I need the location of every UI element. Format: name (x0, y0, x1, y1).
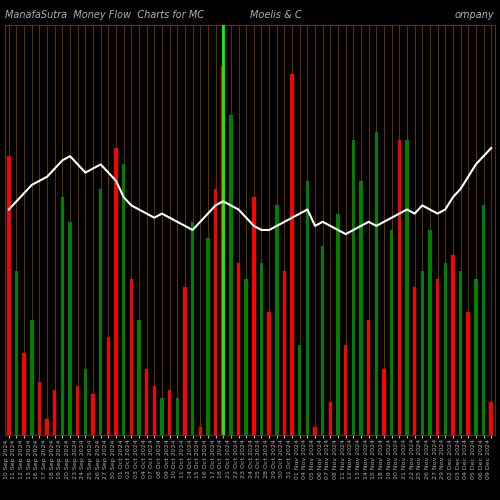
Bar (275, 206, 278, 435)
Bar (84, 370, 87, 435)
Bar (344, 345, 348, 435)
Bar (321, 246, 324, 435)
Bar (30, 320, 34, 435)
Bar (60, 197, 64, 435)
Bar (46, 418, 49, 435)
Bar (336, 214, 340, 435)
Bar (444, 263, 447, 435)
Bar (352, 140, 355, 435)
Bar (152, 386, 156, 435)
Bar (282, 271, 286, 435)
Bar (290, 74, 294, 435)
Bar (160, 398, 164, 435)
Bar (482, 206, 485, 435)
Bar (367, 320, 370, 435)
Bar (38, 382, 41, 435)
Bar (459, 271, 462, 435)
Bar (176, 398, 179, 435)
Bar (244, 279, 248, 435)
Bar (206, 238, 210, 435)
Bar (191, 222, 194, 435)
Bar (466, 312, 470, 435)
Bar (420, 271, 424, 435)
Bar (198, 427, 202, 435)
Text: ManafaSutra  Money Flow  Charts for MC: ManafaSutra Money Flow Charts for MC (5, 10, 204, 20)
Bar (15, 271, 18, 435)
Bar (183, 288, 186, 435)
Bar (268, 312, 271, 435)
Bar (22, 353, 26, 435)
Bar (53, 390, 56, 435)
Bar (314, 427, 317, 435)
Bar (306, 181, 309, 435)
Bar (474, 279, 478, 435)
Bar (490, 402, 493, 435)
Bar (222, 66, 225, 435)
Bar (428, 230, 432, 435)
Bar (7, 156, 10, 435)
Bar (106, 336, 110, 435)
Bar (360, 181, 362, 435)
Bar (138, 320, 140, 435)
Bar (260, 263, 263, 435)
Bar (68, 222, 72, 435)
Bar (76, 386, 80, 435)
Bar (382, 370, 386, 435)
Bar (328, 402, 332, 435)
Bar (145, 370, 148, 435)
Text: Moelis & C: Moelis & C (250, 10, 302, 20)
Bar (214, 189, 218, 435)
Bar (237, 263, 240, 435)
Bar (451, 254, 454, 435)
Bar (229, 115, 232, 435)
Bar (168, 390, 172, 435)
Bar (374, 132, 378, 435)
Bar (298, 345, 302, 435)
Bar (99, 189, 102, 435)
Bar (252, 197, 256, 435)
Bar (405, 140, 408, 435)
Bar (390, 230, 394, 435)
Bar (114, 148, 117, 435)
Bar (398, 140, 401, 435)
Bar (130, 279, 133, 435)
Bar (122, 164, 126, 435)
Bar (436, 279, 440, 435)
Text: ompany: ompany (455, 10, 494, 20)
Bar (92, 394, 95, 435)
Bar (413, 288, 416, 435)
